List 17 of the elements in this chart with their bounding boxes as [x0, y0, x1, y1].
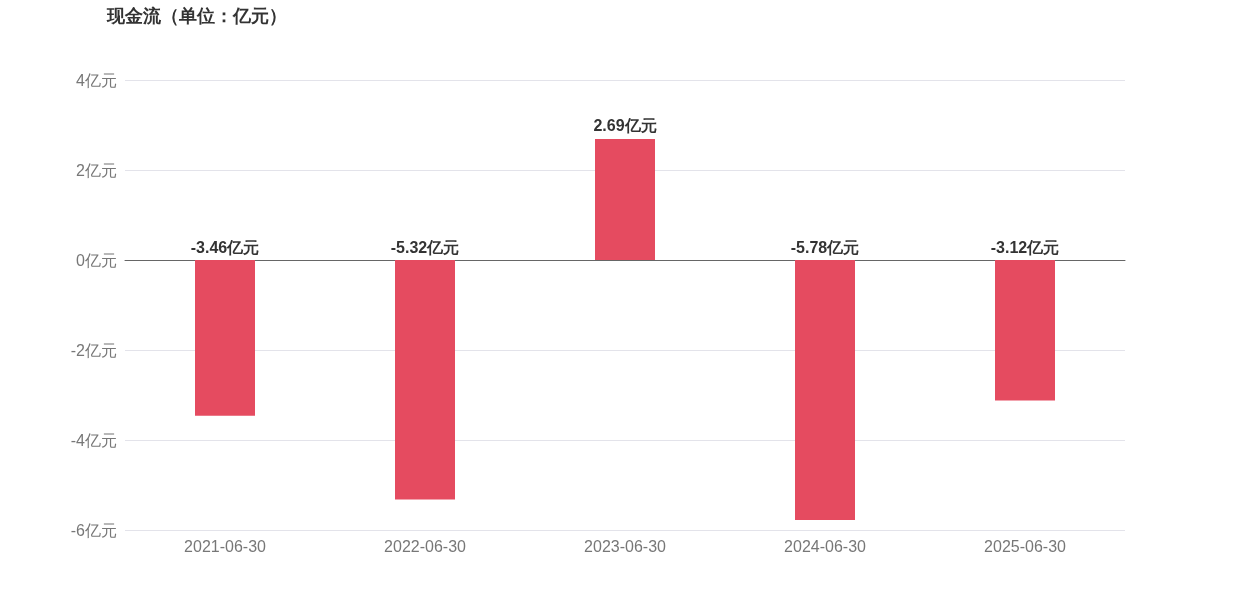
chart-title: 现金流（单位：亿元） [106, 6, 287, 26]
y-tick-label: 4亿元 [76, 71, 117, 89]
y-tick-label: 2亿元 [76, 161, 117, 179]
y-tick-label: -4亿元 [70, 431, 117, 449]
x-tick-label: 2024-06-30 [784, 537, 867, 555]
data-label: -5.78亿元 [790, 238, 860, 256]
data-label: -3.46亿元 [190, 238, 260, 256]
x-tick-label: 2025-06-30 [984, 537, 1067, 555]
y-tick-label: -2亿元 [70, 341, 117, 359]
x-tick-label: 2023-06-30 [584, 537, 667, 555]
x-tick-label: 2022-06-30 [384, 537, 467, 555]
data-label: -5.32亿元 [390, 238, 460, 256]
y-tick-label: 0亿元 [76, 251, 117, 269]
x-tick-label: 2021-06-30 [184, 537, 267, 555]
y-tick-label: -6亿元 [70, 521, 117, 539]
data-label: -3.12亿元 [990, 238, 1060, 256]
data-label: 2.69亿元 [593, 117, 657, 135]
